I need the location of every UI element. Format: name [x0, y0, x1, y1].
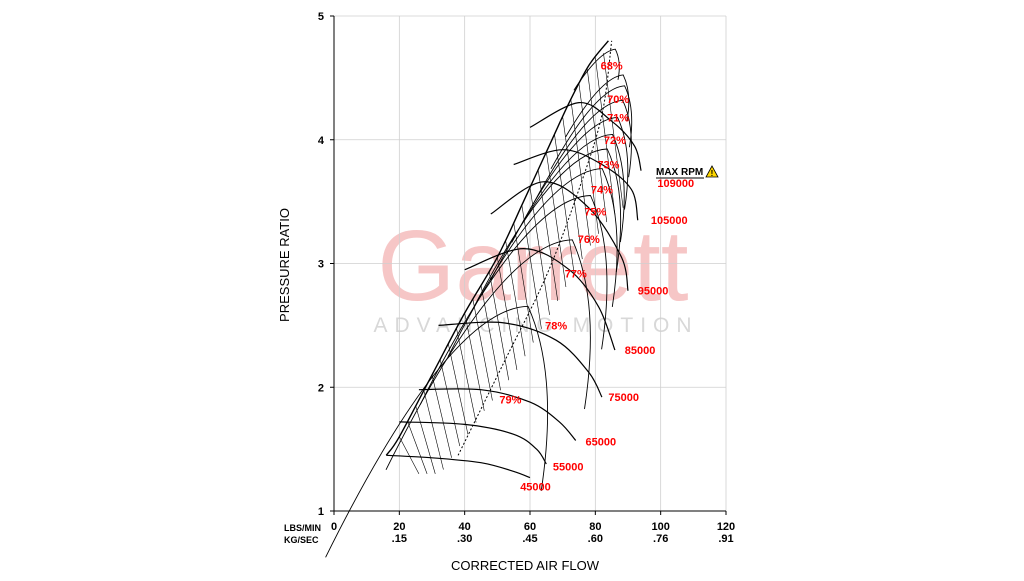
map-striation: [456, 328, 477, 423]
speed-lines: [385, 40, 642, 479]
efficiency-label: 74%: [591, 184, 613, 196]
speed-line: [418, 388, 577, 441]
speed-line-label: 85000: [625, 345, 656, 357]
x-tick-label-secondary: .30: [457, 533, 472, 545]
efficiency-island: [468, 148, 622, 317]
efficiency-island: [550, 85, 633, 170]
x-unit-secondary: KG/SEC: [284, 535, 319, 545]
map-striation: [529, 187, 550, 315]
map-striations: [399, 53, 624, 475]
efficiency-label: 72%: [604, 135, 626, 147]
speed-line: [513, 149, 639, 221]
speed-line-label: 105000: [651, 215, 688, 227]
y-tick-label: 5: [318, 11, 324, 23]
map-striation: [439, 359, 461, 447]
brand-watermark: Garrett ADVANCING MOTION: [373, 210, 698, 337]
map-striation: [586, 68, 608, 223]
efficiency-label: 79%: [499, 395, 521, 407]
speed-line: [464, 247, 616, 351]
map-striation: [513, 222, 534, 343]
map-striation: [464, 312, 485, 411]
map-striation: [431, 374, 452, 458]
x-tick-label: 40: [459, 521, 471, 533]
speed-line-label: 45000: [520, 481, 551, 493]
x-tick-label: 100: [651, 521, 669, 533]
x-tick-label-secondary: .45: [522, 533, 537, 545]
x-unit-primary: LBS/MIN: [284, 523, 321, 533]
svg-text:!: !: [711, 169, 714, 178]
map-striation: [546, 152, 567, 288]
max-rpm-marker: MAX RPM !: [656, 165, 719, 179]
speed-line-label: 109000: [657, 178, 694, 190]
efficiency-island: [565, 74, 630, 138]
map-striation: [537, 169, 559, 302]
efficiency-label: 73%: [597, 160, 619, 172]
map-striation: [488, 271, 510, 381]
efficiency-label: 71%: [607, 112, 629, 124]
watermark-brand: Garrett: [377, 210, 688, 322]
map-striation: [472, 299, 493, 401]
axes: 1 2 3 4 5 0 20.15 40.30 60.45 80.60 100.76 120.91: [318, 11, 735, 545]
speed-line: [438, 321, 603, 398]
speed-line-label: 65000: [586, 437, 617, 449]
map-striation: [407, 421, 428, 474]
y-tick-label: 4: [318, 135, 325, 147]
watermark-tagline: ADVANCING MOTION: [373, 314, 698, 337]
map-striation: [480, 285, 501, 391]
efficiency-label: 77%: [565, 268, 587, 280]
x-tick-label: 120: [717, 521, 735, 533]
map-striation: [423, 390, 444, 470]
efficiency-label: 75%: [584, 207, 606, 219]
x-tick-label-secondary: .60: [588, 533, 603, 545]
grid: [333, 15, 727, 512]
map-striation: [505, 239, 526, 357]
x-tick-label: 80: [589, 521, 601, 533]
map-striation: [562, 116, 583, 260]
map-striation: [399, 436, 420, 475]
speed-line: [529, 101, 642, 171]
efficiency-label: 68%: [601, 61, 623, 73]
map-striation: [595, 57, 616, 215]
x-tick-label: 0: [331, 521, 337, 533]
map-striation: [448, 343, 469, 435]
efficiency-island: [490, 133, 625, 281]
x-tick-label: 60: [524, 521, 536, 533]
y-axis-title: PRESSURE RATIO: [277, 208, 292, 322]
map-striation: [603, 53, 624, 208]
x-tick-label-secondary: .91: [718, 533, 733, 545]
x-axis-title: CORRECTED AIR FLOW: [451, 558, 600, 573]
map-striation: [521, 205, 542, 329]
peak-efficiency-line: [457, 40, 613, 456]
map-striation: [497, 257, 518, 370]
speed-line-label: 55000: [553, 461, 584, 473]
y-tick-label: 3: [318, 259, 324, 271]
max-rpm-label: MAX RPM: [656, 167, 703, 178]
map-striation: [415, 405, 436, 474]
y-tick-label: 2: [318, 382, 324, 394]
speed-line-label: 75000: [608, 392, 639, 404]
efficiency-island: [447, 168, 618, 357]
efficiency-label: 76%: [578, 234, 600, 246]
speed-line: [386, 454, 531, 479]
efficiency-label: 70%: [607, 94, 629, 106]
efficiency-island: [573, 48, 620, 91]
x-tick-label-secondary: .76: [653, 533, 668, 545]
speed-line: [490, 181, 629, 291]
map-striation: [554, 134, 575, 274]
efficiency-island: [532, 99, 632, 205]
map-striation: [578, 84, 599, 234]
speed-line-label: 95000: [638, 286, 669, 298]
surge-line: [385, 40, 609, 456]
efficiency-island: [325, 305, 549, 558]
warning-icon: !: [705, 165, 719, 178]
y-tick-label: 1: [318, 506, 324, 518]
x-tick-label-secondary: .15: [392, 533, 407, 545]
map-striation: [570, 99, 591, 246]
speed-line: [399, 421, 547, 465]
x-tick-label: 20: [393, 521, 405, 533]
efficiency-label: 78%: [545, 320, 567, 332]
